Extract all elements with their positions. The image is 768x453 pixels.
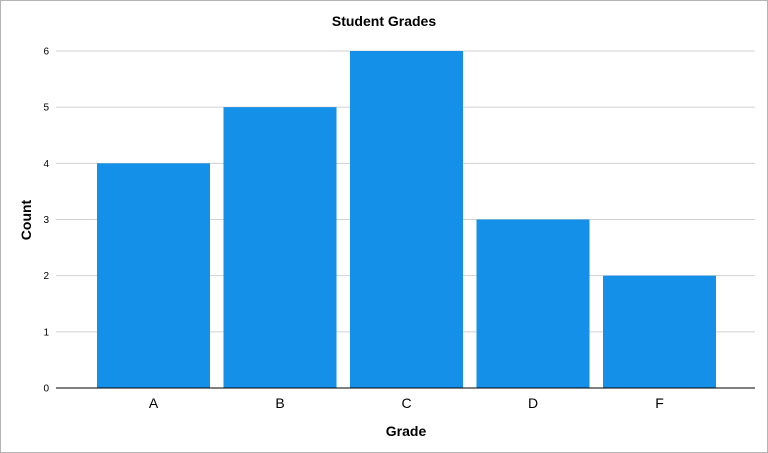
chart-title: Student Grades	[332, 13, 436, 29]
y-tick-label: 0	[43, 384, 49, 395]
y-tick-label: 4	[43, 159, 49, 170]
x-axis-label: Grade	[386, 423, 427, 439]
y-tick-label: 3	[43, 215, 49, 226]
bar-c	[350, 51, 463, 388]
bar-a	[97, 163, 210, 388]
x-tick-label: F	[655, 395, 664, 411]
bar-b	[223, 107, 337, 389]
bar-f	[603, 275, 716, 388]
y-tick-label: 6	[43, 47, 49, 58]
y-tick-labels: 0 1 2 3 4 5 6	[43, 47, 49, 395]
bar-d	[476, 219, 590, 388]
x-tick-label: A	[149, 395, 159, 411]
x-tick-label: C	[401, 395, 411, 411]
y-tick-label: 2	[43, 271, 49, 282]
x-tick-label: B	[275, 395, 284, 411]
x-tick-label: D	[528, 395, 538, 411]
y-tick-label: 1	[43, 327, 49, 338]
y-tick-label: 5	[43, 103, 49, 114]
y-axis-label: Count	[18, 199, 34, 240]
bars	[97, 51, 716, 389]
